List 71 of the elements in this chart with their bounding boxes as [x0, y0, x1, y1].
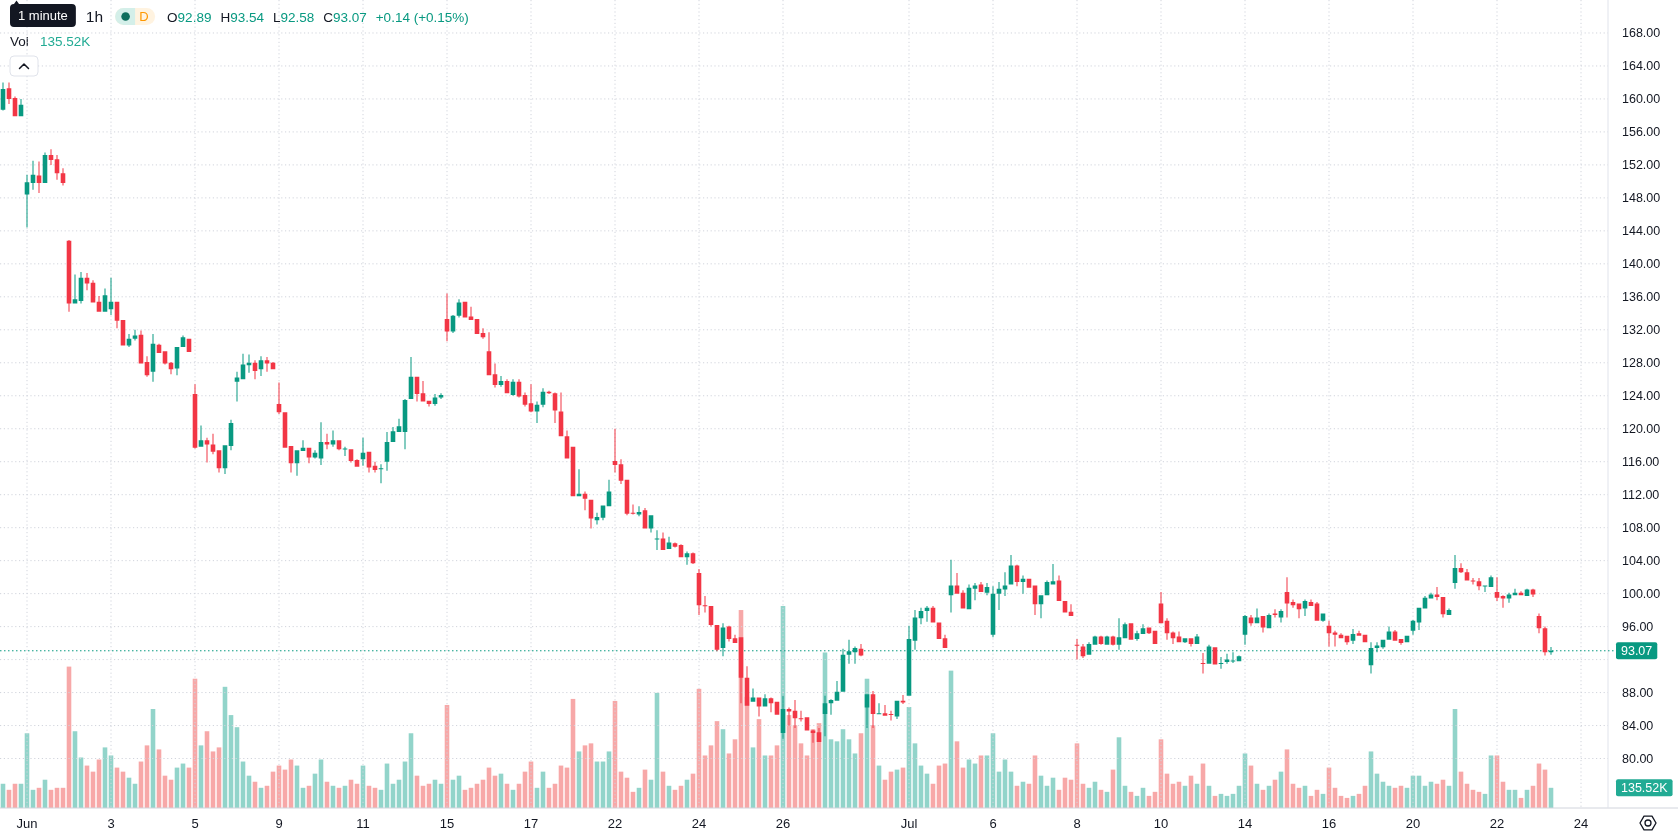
x-tick-label: 6 — [989, 815, 997, 831]
x-tick-label: 22 — [1489, 815, 1505, 831]
annotation: 135.52K — [40, 33, 91, 49]
y-tick-label: 164.00 — [1622, 58, 1661, 73]
candlestick — [882, 704, 888, 716]
annotation: O92.89 — [167, 9, 212, 24]
candlestick — [1050, 563, 1056, 585]
x-tick-label: 24 — [1573, 815, 1589, 831]
y-tick-label: 148.00 — [1622, 190, 1661, 205]
x-tick-label: 8 — [1073, 815, 1081, 831]
y-tick-label: 96.00 — [1622, 619, 1654, 634]
annotation: C93.07 — [323, 9, 367, 24]
y-tick-label: 160.00 — [1622, 91, 1661, 106]
y-tick-label: 112.00 — [1622, 487, 1660, 502]
y-tick-label: 124.00 — [1622, 388, 1661, 403]
x-tick-label: 10 — [1153, 815, 1169, 831]
x-tick-label: 3 — [107, 815, 115, 831]
x-tick-label: 17 — [523, 815, 539, 831]
candlestick — [378, 464, 384, 484]
y-tick-label: 132.00 — [1622, 322, 1661, 337]
x-tick-label: 24 — [691, 815, 707, 831]
y-tick-label: 120.00 — [1622, 421, 1661, 436]
candlestick — [1218, 657, 1224, 669]
x-tick-label: 9 — [275, 815, 283, 831]
text: 135.52K — [1621, 780, 1669, 795]
x-tick-label: 22 — [607, 815, 623, 831]
candlestick — [1500, 595, 1506, 608]
x-tick-label: 16 — [1321, 815, 1337, 831]
y-tick-label: 84.00 — [1622, 718, 1654, 733]
annotation: Vol — [10, 33, 29, 49]
candlestick — [654, 530, 660, 550]
annotation: H93.54 — [220, 9, 265, 24]
candlestick — [1074, 638, 1080, 660]
candlestick — [786, 707, 792, 726]
x-tick-label: 15 — [439, 815, 455, 831]
annotation: L92.58 — [272, 9, 315, 24]
candlestick — [702, 596, 708, 613]
candlestick — [1482, 585, 1488, 592]
y-tick-label: 156.00 — [1622, 124, 1661, 139]
y-tick-label: 152.00 — [1622, 157, 1661, 172]
x-tick-label: 5 — [191, 815, 199, 831]
ref-line-label: 93.07 — [1621, 643, 1653, 658]
candlestick — [876, 703, 882, 715]
x-tick-label: 11 — [356, 815, 370, 831]
candlestick — [1272, 609, 1278, 618]
y-tick-label: 104.00 — [1622, 553, 1661, 568]
y-tick-label: 88.00 — [1622, 685, 1654, 700]
y-tick-label: 136.00 — [1622, 289, 1661, 304]
candlestick — [888, 710, 894, 721]
text: 1h — [85, 8, 104, 25]
x-tick-label: Jul — [900, 815, 918, 831]
candlestick — [1470, 577, 1476, 585]
annotation: +0.14 (+0.15%) — [375, 9, 469, 24]
candlestick — [972, 582, 978, 601]
annotation: 1 minute — [17, 8, 68, 23]
y-tick-label: 80.00 — [1622, 751, 1654, 766]
x-tick-label: 26 — [775, 815, 791, 831]
y-tick-label: 100.00 — [1622, 586, 1661, 601]
x-tick-label: 14 — [1237, 815, 1253, 831]
candlestick — [1002, 572, 1008, 597]
y-tick-label: 108.00 — [1622, 520, 1661, 535]
y-tick-label: 168.00 — [1622, 25, 1661, 40]
annotation: D — [139, 9, 149, 24]
y-tick-label: 144.00 — [1622, 223, 1661, 238]
candlestick — [264, 357, 270, 372]
y-tick-label: 116.00 — [1622, 454, 1660, 469]
x-tick-label: Jun — [16, 815, 38, 831]
y-tick-label: 140.00 — [1622, 256, 1661, 271]
y-tick-label: 128.00 — [1622, 355, 1661, 370]
x-tick-label: 20 — [1405, 815, 1421, 831]
candlestick — [1200, 653, 1206, 674]
